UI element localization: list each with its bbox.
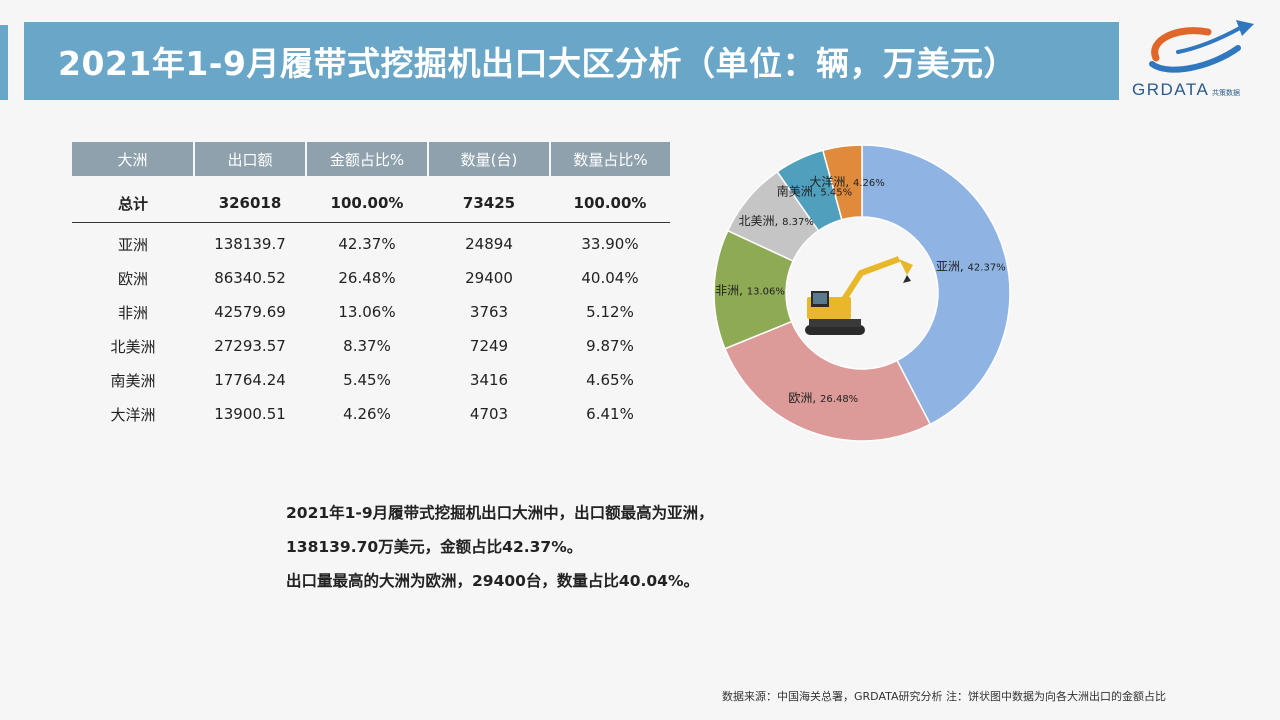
table-cell: 17764.24	[214, 371, 286, 389]
table-row: 亚洲 138139.7 42.37% 24894 33.90%	[72, 223, 670, 262]
table-cell: 3416	[469, 371, 509, 389]
table-cell: 7249	[469, 337, 509, 355]
donut-chart: 亚洲, 42.37% 欧洲, 26.48% 非洲, 13.06% 北美洲, 8.37%…	[700, 135, 1030, 455]
table-cell: 26.48%	[338, 269, 396, 287]
table-cell: 大洋洲	[110, 405, 156, 424]
table-cell: 亚洲	[117, 235, 148, 254]
logo-sub-text: 共策数据	[1212, 89, 1240, 97]
table-row: 欧洲 86340.52 26.48% 29400 40.04%	[72, 261, 670, 295]
table-cell: 29400	[465, 269, 513, 287]
donut-label-2: 非洲, 13.06%	[715, 283, 785, 297]
donut-label-1: 欧洲, 26.48%	[788, 391, 858, 405]
left-accent-bar	[0, 25, 8, 100]
header-export-value: 出口额	[194, 142, 307, 176]
excavator-icon	[805, 256, 913, 335]
table-row: 南美洲 17764.24 5.45% 3416 4.65%	[72, 363, 670, 397]
table-cell: 42.37%	[338, 235, 396, 253]
table-total-row: 总计 326018 100.00% 73425 100.00%	[72, 176, 670, 223]
title-bar: 2021年1-9月履带式挖掘机出口大区分析（单位：辆，万美元）	[24, 22, 1119, 100]
table-cell: 100.00%	[306, 176, 428, 223]
table-header-row: 大洲 出口额 金额占比% 数量(台) 数量占比%	[72, 142, 670, 176]
table-cell: 8.37%	[343, 337, 391, 355]
table-cell: 326018	[194, 176, 306, 223]
table-cell: 40.04%	[581, 269, 639, 287]
header-quantity: 数量(台)	[428, 142, 551, 176]
table-cell: 42579.69	[214, 303, 286, 321]
donut-label-5: 大洋洲, 4.26%	[809, 174, 884, 189]
table-cell: 北美洲	[110, 337, 156, 356]
summary-line-1: 2021年1-9月履带式挖掘机出口大洲中，出口额最高为亚洲，	[286, 504, 714, 522]
table-row: 大洋洲 13900.51 4.26% 4703 6.41%	[72, 397, 670, 431]
source-note: 数据来源：中国海关总署，GRDATA研究分析 注：饼状图中数据为向各大洲出口的金…	[722, 690, 1166, 703]
summary-line-2: 138139.70万美元，金额占比42.37%。	[286, 538, 583, 556]
donut-slice-1	[723, 320, 932, 442]
summary-text: 2021年1-9月履带式挖掘机出口大洲中，出口额最高为亚洲， 138139.70…	[286, 496, 714, 598]
table-cell: 9.87%	[586, 337, 634, 355]
donut-slice-5	[821, 144, 863, 221]
header-quantity-share: 数量占比%	[550, 142, 670, 176]
table-cell: 3763	[469, 303, 509, 321]
donut-label-0: 亚洲, 42.37%	[936, 259, 1006, 273]
donut-label-4: 南美洲, 5.45%	[777, 184, 852, 199]
logo-swoosh-icon	[1149, 20, 1254, 73]
table-cell: 5.45%	[343, 371, 391, 389]
header-value-share: 金额占比%	[306, 142, 429, 176]
table-cell: 13.06%	[338, 303, 396, 321]
table-row: 北美洲 27293.57 8.37% 7249 9.87%	[72, 329, 670, 363]
summary-line-3: 出口量最高的大洲为欧洲，29400台，数量占比40.04%。	[286, 572, 699, 590]
table-cell: 33.90%	[581, 235, 639, 253]
table-cell: 13900.51	[214, 405, 286, 423]
table-cell: 总计	[72, 176, 194, 223]
grdata-logo: GRDATA 共策数据	[1132, 18, 1267, 104]
table-cell: 4703	[469, 405, 509, 423]
table-cell: 138139.7	[214, 235, 286, 253]
table-cell: 6.41%	[586, 405, 634, 423]
export-table: 大洲 出口额 金额占比% 数量(台) 数量占比% 总计 326018 100.0…	[72, 142, 670, 431]
table-cell: 南美洲	[110, 371, 156, 390]
table-cell: 4.65%	[586, 371, 634, 389]
donut-slice-0	[861, 144, 1011, 426]
table-cell: 欧洲	[117, 269, 148, 288]
table-cell: 100.00%	[550, 176, 670, 223]
table-cell: 73425	[428, 176, 550, 223]
logo-brand-text: GRDATA	[1132, 80, 1210, 99]
table-cell: 24894	[465, 235, 513, 253]
header-continent: 大洲	[72, 142, 195, 176]
table-cell: 27293.57	[214, 337, 286, 355]
page-title: 2021年1-9月履带式挖掘机出口大区分析（单位：辆，万美元）	[58, 44, 1017, 83]
table-cell: 5.12%	[586, 303, 634, 321]
table-row: 非洲 42579.69 13.06% 3763 5.12%	[72, 295, 670, 329]
donut-label-3: 北美洲, 8.37%	[738, 214, 813, 228]
table-cell: 86340.52	[214, 269, 286, 287]
table-cell: 非洲	[117, 303, 148, 322]
donut-chart-svg: 亚洲, 42.37% 欧洲, 26.48% 非洲, 13.06% 北美洲, 8.37%…	[713, 144, 1011, 442]
table-cell: 4.26%	[343, 405, 391, 423]
